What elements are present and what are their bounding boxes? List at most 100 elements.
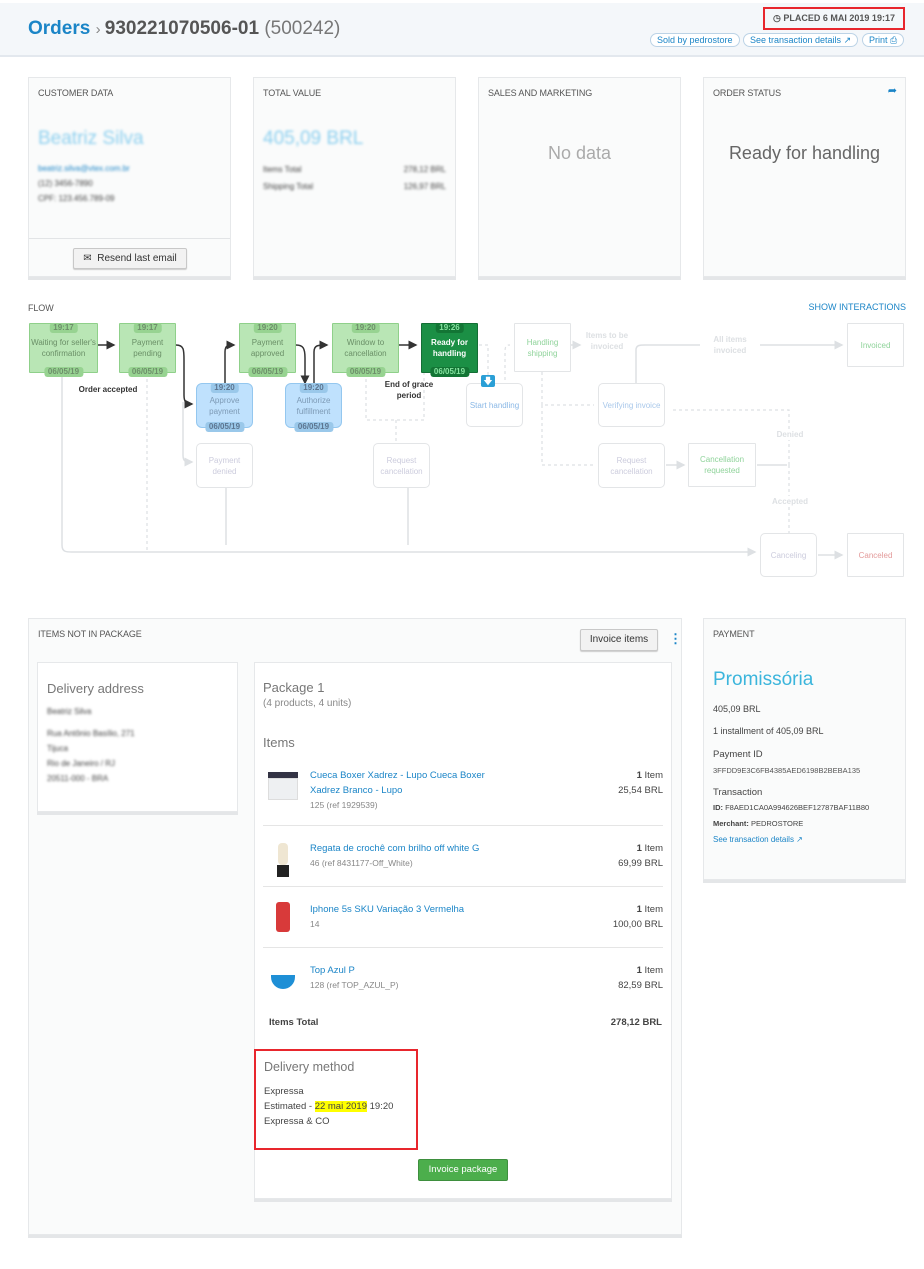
flow-step-waiting[interactable]: 19:17 Waiting for seller's confirmation 06…	[29, 323, 98, 377]
address-line: Rua Antônio Basílio, 271	[47, 729, 135, 738]
clock-icon: ◷	[773, 13, 784, 23]
iphone-product-image	[268, 902, 298, 942]
step-label: Payment pending	[131, 338, 164, 358]
flow-step-window-cancellation[interactable]: 19:20 Window to cancellation 06/05/19	[332, 323, 399, 377]
step-label: Ready for handling	[431, 338, 468, 358]
item-name-link[interactable]: Regata de crochê com brilho off white G	[310, 843, 480, 854]
step-time: 19:20	[351, 323, 380, 333]
address-line: Beatriz Silva	[47, 707, 92, 716]
items-total-label: Items Total	[269, 1017, 319, 1028]
delivery-method-name: Expressa	[264, 1086, 304, 1097]
all-items-invoiced-note: All items invoiced	[700, 334, 760, 356]
invoice-items-button[interactable]: Invoice items	[580, 629, 658, 651]
item-qty-price: 1 Item 82,59 BRL	[618, 963, 663, 993]
flow-connectors	[61, 340, 844, 560]
item-ref: 128 (ref TOP_AZUL_P)	[310, 980, 399, 990]
delivery-address-title: Delivery address	[47, 681, 144, 696]
shipping-total-label: Shipping Total	[263, 182, 314, 191]
delivery-method-title: Delivery method	[264, 1060, 355, 1074]
flow-step-request-cancellation-2[interactable]: Request cancellation	[598, 443, 665, 488]
start-handling-down-arrow-icon[interactable]: 🡇	[481, 375, 495, 387]
placed-date-text: PLACED 6 MAI 2019 19:17	[783, 13, 895, 23]
package-title: Package 1	[263, 680, 325, 695]
sold-by-button[interactable]: Sold by pedrostore	[650, 33, 740, 47]
flow-step-canceled[interactable]: Canceled	[847, 533, 904, 577]
flow-step-payment-denied[interactable]: Payment denied	[196, 443, 253, 488]
flow-step-payment-approved[interactable]: 19:20 Payment approved 06/05/19	[239, 323, 296, 377]
items-total-value: 278,12 BRL	[610, 1017, 662, 1028]
item-ref: 125 (ref 1929539)	[310, 800, 378, 810]
address-line: 20511-000 - BRA	[47, 774, 109, 783]
order-sequence: (500242)	[264, 18, 341, 39]
item-unit: Item	[644, 843, 663, 854]
transaction-details-label: See transaction details	[750, 35, 842, 45]
step-date: 06/05/19	[345, 367, 386, 377]
flow-step-request-cancellation[interactable]: Request cancellation	[373, 443, 430, 488]
step-label: Approve payment	[209, 395, 240, 416]
shipping-total-value: 126,97 BRL	[403, 182, 446, 191]
invoice-package-button[interactable]: Invoice package	[418, 1159, 508, 1181]
customer-data-card: CUSTOMER DATA Beatriz Silva beatriz.silv…	[28, 77, 231, 277]
step-label: Window to cancellation	[344, 338, 387, 358]
card-title: CUSTOMER DATA	[38, 88, 114, 98]
item-price: 82,59 BRL	[618, 980, 663, 991]
package-item: Regata de crochê com brilho off white G …	[263, 841, 663, 901]
order-accepted-note: Order accepted	[78, 385, 138, 394]
transaction-label: Transaction	[713, 787, 763, 798]
item-unit: Item	[644, 904, 663, 915]
more-options-icon[interactable]: ⋮	[669, 631, 682, 646]
package-summary: (4 products, 4 units)	[263, 698, 352, 709]
item-name-link[interactable]: Top Azul P	[310, 965, 355, 976]
resend-email-button[interactable]: ✉ Resend last email	[73, 248, 187, 269]
step-label: Waiting for seller's confirmation	[31, 338, 96, 358]
item-qty-price: 1 Item 69,99 BRL	[618, 841, 663, 871]
show-interactions-link[interactable]: SHOW INTERACTIONS	[808, 302, 906, 312]
boxer-product-image	[268, 768, 298, 808]
breadcrumb-separator-icon: ›	[95, 21, 105, 38]
flow-step-invoiced[interactable]: Invoiced	[847, 323, 904, 367]
item-qty: 1	[636, 965, 642, 976]
item-qty: 1	[636, 770, 642, 781]
flow-step-verifying-invoice[interactable]: Verifying invoice	[598, 383, 665, 427]
item-unit: Item	[644, 770, 663, 781]
see-transaction-details-button[interactable]: See transaction details ↗	[743, 33, 859, 47]
flow-step-approve-payment[interactable]: 19:20 Approve payment 06/05/19	[196, 383, 253, 432]
printer-icon: ⎙	[890, 35, 898, 45]
end-grace-period-note: End of grace period	[384, 380, 434, 400]
flow-step-cancellation-requested[interactable]: Cancellation requested	[688, 443, 756, 487]
breadcrumb-orders-link[interactable]: Orders	[28, 18, 91, 39]
item-name-link[interactable]: Iphone 5s SKU Variação 3 Vermelha	[310, 904, 465, 915]
card-title: SALES AND MARKETING	[488, 88, 593, 98]
delivery-address-card: Delivery address Beatriz Silva Rua Antôn…	[37, 662, 238, 812]
flow-step-ready-for-handling[interactable]: 19:26 Ready for handling 06/05/19	[421, 323, 478, 377]
placed-date: ◷ PLACED 6 MAI 2019 19:17	[763, 7, 905, 30]
customer-email[interactable]: beatriz.silva@vtex.com.br	[38, 164, 130, 173]
total-value: 405,09 BRL	[263, 128, 364, 149]
external-link-icon: ↗	[796, 835, 803, 844]
flow-step-canceling[interactable]: Canceling	[760, 533, 817, 577]
payment-transaction-details-link[interactable]: See transaction details ↗	[713, 835, 803, 844]
merchant-label: Merchant:	[713, 819, 749, 828]
tank-top-product-image	[268, 841, 298, 881]
item-qty: 1	[636, 904, 642, 915]
flow-step-authorize-fulfillment[interactable]: 19:20 Authorize fulfillment 06/05/19	[285, 383, 342, 432]
divider	[263, 886, 663, 887]
divider	[263, 947, 663, 948]
flow-step-payment-pending[interactable]: 19:17 Payment pending 06/05/19	[119, 323, 176, 377]
item-name-link[interactable]: Cueca Boxer Xadrez - Lupo Cueca Boxer Xa…	[310, 770, 485, 796]
items-to-be-invoiced-note: Items to be invoiced	[585, 331, 629, 351]
item-ref: 46 (ref 8431177-Off_White)	[310, 858, 413, 868]
item-unit: Item	[644, 965, 663, 976]
delivery-carrier: Expressa & CO	[264, 1116, 330, 1127]
external-link-icon: ↗	[843, 35, 852, 45]
flow-step-start-handling[interactable]: Start handling	[466, 383, 523, 427]
denied-note: Denied	[770, 429, 810, 440]
item-qty-price: 1 Item 100,00 BRL	[613, 902, 663, 932]
flow-step-handling-shipping[interactable]: Handling shipping	[514, 323, 571, 372]
payment-id: 3FFDD9E3C6FB4385AED6198B2BEBA135	[713, 766, 861, 775]
delivery-method-section: Delivery method Expressa Estimated - 22 …	[254, 1049, 418, 1150]
step-date: 06/05/19	[127, 367, 168, 377]
print-button[interactable]: Print ⎙	[862, 33, 905, 47]
share-arrow-icon[interactable]: ➦	[887, 85, 897, 97]
resend-label: Resend last email	[97, 253, 177, 264]
